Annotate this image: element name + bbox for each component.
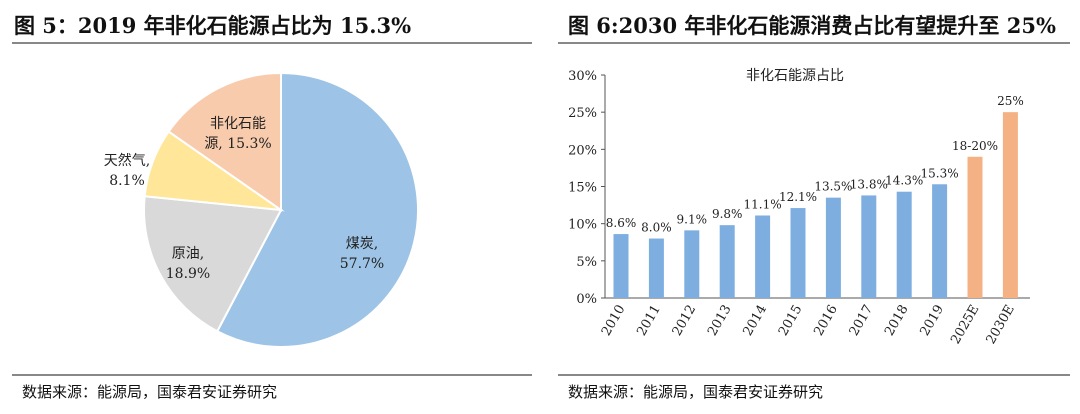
y-tick-label: 10% (568, 218, 597, 233)
data-label: 12.1% (779, 190, 817, 204)
data-label: 8.6% (606, 216, 637, 230)
data-label: 18-20% (952, 139, 998, 153)
bar (967, 156, 983, 298)
bar (613, 234, 629, 298)
pie-value-label: 源, 15.3% (204, 136, 271, 152)
x-tick-label: 2010 (599, 303, 629, 339)
bar (648, 238, 664, 298)
right-figure-title: 图 6:2030 年非化石能源消费占比有望提升至 25% (568, 13, 1056, 38)
data-label: 8.0% (641, 221, 672, 235)
bar (719, 225, 735, 298)
chart-title: 非化石能源占比 (746, 68, 844, 84)
left-footer-divider (12, 374, 532, 376)
bar (896, 191, 912, 298)
y-tick-label: 20% (568, 143, 597, 158)
pie-slice (215, 71, 419, 348)
pie-label: 非化石能 (210, 116, 266, 132)
bar (684, 230, 700, 298)
right-title-divider (558, 42, 1070, 44)
bar (1002, 112, 1018, 299)
y-tick-label: 15% (568, 181, 597, 196)
x-tick-label: 2016 (811, 303, 841, 339)
data-label: 9.8% (712, 207, 743, 221)
x-tick-label: 2030E (984, 303, 1018, 347)
left-figure-title: 图 5：2019 年非化石能源占比为 15.3% (14, 13, 412, 38)
y-tick-label: 5% (576, 255, 597, 270)
data-label: 9.1% (677, 212, 708, 226)
pie-value-label: 8.1% (109, 173, 145, 189)
y-tick-label: 30% (568, 69, 597, 84)
bar (825, 197, 841, 298)
pie-value-label: 18.9% (166, 266, 210, 282)
x-tick-label: 2019 (918, 303, 948, 339)
y-tick-label: 25% (568, 106, 597, 121)
data-label: 13.5% (814, 180, 852, 194)
data-label: 13.8% (850, 177, 888, 191)
data-label: 15.3% (921, 166, 959, 180)
y-tick-label: 0% (576, 292, 597, 307)
x-tick-label: 2011 (634, 303, 664, 339)
x-tick-label: 2015 (776, 303, 806, 339)
data-label: 11.1% (744, 197, 782, 211)
pie-slice (143, 195, 283, 333)
x-tick-label: 2017 (847, 303, 877, 339)
bar (861, 195, 877, 298)
bar (932, 184, 948, 298)
x-tick-label: 2013 (705, 303, 735, 339)
x-tick-label: 2014 (741, 303, 771, 339)
pie-label: 煤炭, (346, 236, 378, 252)
data-label: 14.3% (885, 174, 923, 188)
x-tick-label: 2012 (670, 303, 700, 339)
pie-label: 天然气, (104, 152, 150, 169)
x-tick-label: 2025E (948, 303, 982, 347)
right-footer-divider (558, 374, 1070, 376)
x-tick-label: 2018 (882, 303, 912, 339)
bar (755, 215, 771, 298)
left-source-note: 数据来源：能源局，国泰君安证券研究 (22, 383, 278, 401)
left-title-divider (12, 42, 532, 44)
bar (790, 208, 806, 298)
right-source-note: 数据来源：能源局，国泰君安证券研究 (568, 383, 824, 401)
pie-value-label: 57.7% (340, 256, 384, 272)
data-label: 25% (997, 94, 1024, 108)
pie-slice (167, 71, 282, 212)
pie-label: 原油, (172, 246, 204, 262)
